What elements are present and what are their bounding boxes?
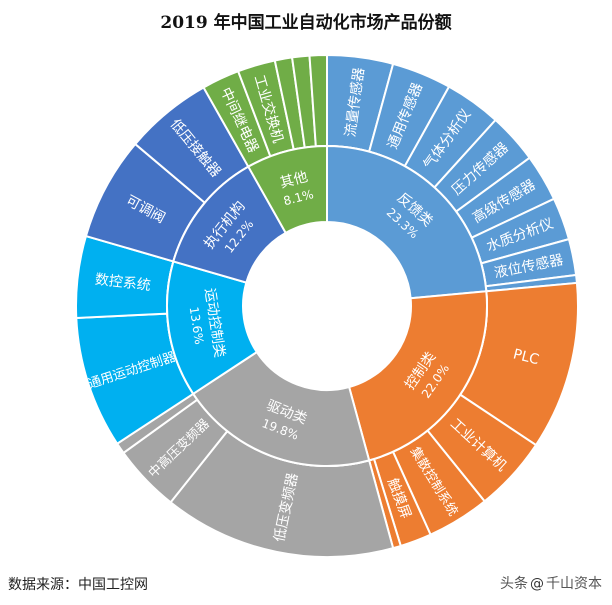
category-segment-3 [191,350,371,467]
category-segment-6 [246,144,328,235]
inner-ring [166,144,488,467]
outer-ring [75,53,579,558]
category-label: 其他 [278,169,309,192]
at-icon: @ [530,576,544,592]
watermark: 头条 @ 千山资本 [500,573,602,593]
subcategory-label: 数控系统 [94,272,151,294]
category-segment-2 [347,290,488,462]
chart-title: 2019 年中国工业自动化市场产品份额 [160,13,452,33]
watermark-left: 头条 [500,576,528,592]
subcategory-label: PLC [511,346,540,368]
watermark-right: 千山资本 [546,576,602,592]
source-note: 数据来源：中国工控网 [8,577,148,593]
category-percent: 13.6% [187,306,207,346]
category-segment-1 [326,144,488,300]
